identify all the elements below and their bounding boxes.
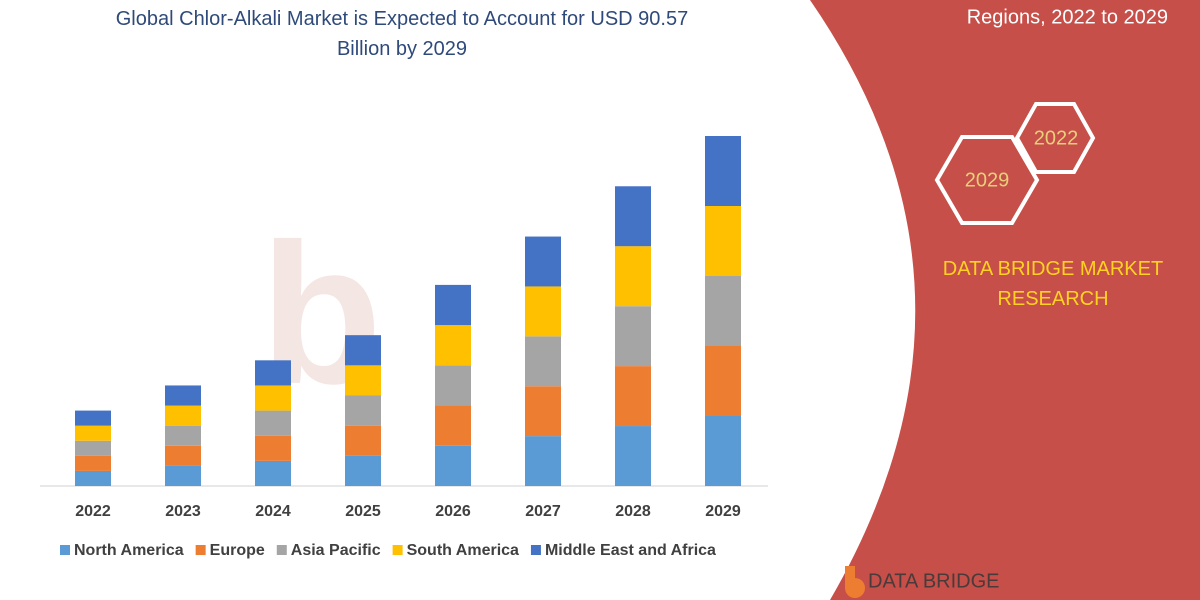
bar-segment (525, 386, 561, 437)
header-right: Regions, 2022 to 2029 (967, 6, 1168, 28)
bar-segment (345, 395, 381, 426)
bar-segment (705, 206, 741, 276)
bar-segment (435, 284, 471, 326)
bar-segment (435, 325, 471, 366)
bar-segment (615, 306, 651, 367)
x-tick-label: 2022 (75, 503, 111, 520)
legend-label: North America (74, 542, 184, 559)
chart-title: Global Chlor-Alkali Market is Expected t… (115, 8, 689, 60)
bar-segment (435, 445, 471, 486)
bar-segment (165, 405, 201, 426)
brand: DATA BRIDGE MARKET RESEARCH (942, 258, 1164, 310)
badge: 2029 (965, 169, 1010, 191)
bar-segment (345, 335, 381, 366)
legend-swatch (195, 545, 206, 555)
bar-segment (525, 286, 561, 337)
bar-segment (255, 435, 291, 461)
bar-segment (165, 425, 201, 446)
bar-segment (255, 385, 291, 411)
hexagon (1014, 102, 1096, 174)
bar-segment (255, 410, 291, 436)
logo-icon (845, 566, 865, 598)
legend-swatch (530, 545, 541, 555)
legend-swatch (60, 545, 70, 555)
legend-label: Asia Pacific (291, 542, 381, 559)
bar-segment (75, 410, 111, 426)
x-tick-label: 2025 (345, 503, 381, 520)
bar-segment (345, 425, 381, 456)
bar-segment (435, 405, 471, 446)
bar-segment (615, 186, 651, 247)
bar-segment (615, 246, 651, 307)
bar-segment (705, 416, 741, 486)
bar-segment (705, 276, 741, 346)
bar-segment (615, 426, 651, 486)
bar-segment (75, 455, 111, 471)
side-panel (810, 0, 1200, 600)
badge: 2022 (1034, 127, 1079, 149)
bar-segment (255, 460, 291, 486)
bar-segment (345, 455, 381, 486)
bar-segment (75, 425, 111, 441)
bar-segment (255, 360, 291, 386)
bar-segment (165, 385, 201, 406)
bar-segment (525, 436, 561, 486)
legend-swatch (392, 545, 403, 555)
legend-label: Middle East and Africa (545, 542, 716, 559)
bar-segment (525, 236, 561, 287)
bar-segment (705, 136, 741, 206)
x-tick-label: 2026 (435, 503, 471, 520)
legend-swatch (276, 545, 287, 555)
x-tick-label: 2029 (705, 503, 741, 520)
legend-label: Europe (210, 542, 265, 559)
bar-segment (615, 366, 651, 427)
x-tick-label: 2024 (255, 503, 291, 520)
legend-label: South America (407, 542, 519, 559)
bar-segment (165, 465, 201, 486)
x-tick-label: 2027 (525, 503, 561, 520)
bar-segment (345, 365, 381, 396)
bar-segment (705, 346, 741, 416)
hexagon (934, 135, 1040, 225)
bar-segment (75, 440, 111, 456)
x-tick-label: 2023 (165, 503, 201, 520)
bar-segment (435, 365, 471, 406)
bar-segment (525, 336, 561, 387)
x-tick-label: 2028 (615, 503, 651, 520)
bar-segment (75, 470, 111, 486)
logo-text: DATA BRIDGE (868, 570, 1000, 592)
bar-segment (165, 445, 201, 466)
